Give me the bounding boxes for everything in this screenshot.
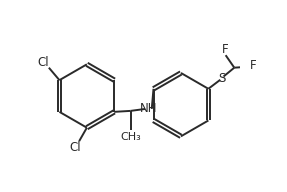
Text: F: F (250, 59, 257, 72)
Text: NH: NH (140, 103, 157, 115)
Text: Cl: Cl (38, 56, 49, 69)
Text: S: S (218, 72, 226, 85)
Text: Cl: Cl (69, 141, 81, 154)
Text: CH₃: CH₃ (121, 132, 141, 142)
Text: F: F (221, 43, 228, 56)
